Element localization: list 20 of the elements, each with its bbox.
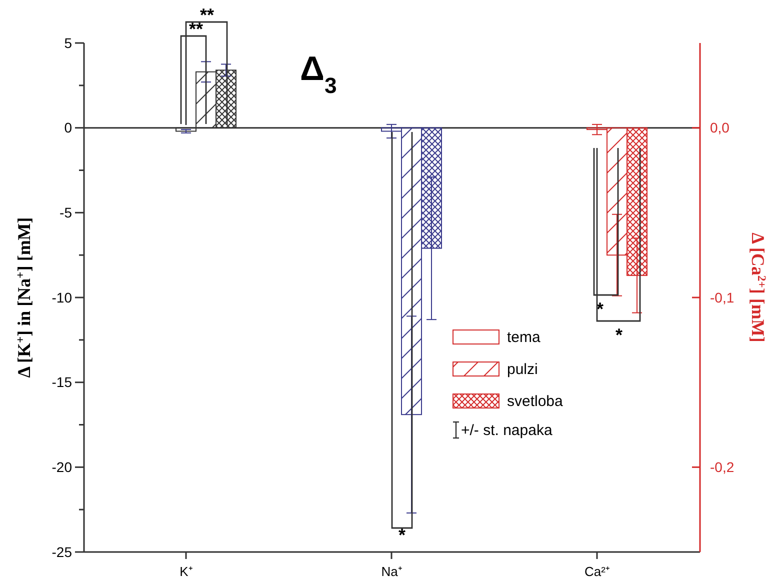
- legend-label: pulzi: [507, 361, 538, 378]
- y-tick-label: 5: [64, 34, 72, 51]
- text: **: [188, 19, 204, 39]
- annotation: *: [398, 525, 406, 545]
- y-tick-label: -10: [52, 289, 72, 306]
- annotation: +/- st. napaka: [461, 422, 553, 439]
- y-tick-label: -25: [52, 544, 72, 560]
- y-tick-label: 0: [64, 120, 72, 136]
- y-tick-label: -15: [52, 374, 72, 390]
- y2-tick-label: 0,0: [710, 120, 730, 136]
- y-tick-label: -5: [60, 204, 72, 221]
- y2-tick-label: -0,1: [710, 289, 734, 306]
- legend-label: svetloba: [507, 393, 564, 410]
- x-tick-label: K⁺: [180, 564, 192, 579]
- legend-label: tema: [507, 329, 542, 346]
- y2-tick-label: -0,2: [710, 459, 734, 476]
- y-tick-label: -20: [52, 459, 72, 476]
- annotation: Δ$_{3}$: [300, 50, 337, 98]
- x-tick-label: Na⁺: [381, 564, 402, 579]
- x-tick-label: Ca²⁺: [584, 564, 610, 579]
